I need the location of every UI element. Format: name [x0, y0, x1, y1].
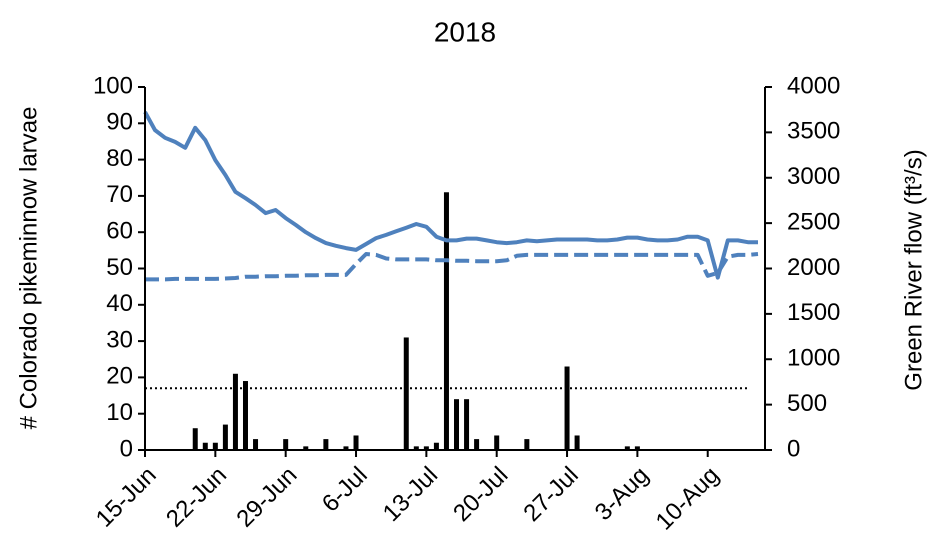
bar: [624, 446, 630, 450]
x-tick-label: 6-Jul: [317, 462, 373, 518]
bar: [474, 439, 480, 450]
bar: [413, 446, 419, 450]
bar: [232, 373, 238, 450]
y-tick-label: 50: [106, 254, 133, 281]
bar: [343, 446, 349, 450]
bar: [524, 439, 530, 450]
y2-tick-label: 1000: [787, 345, 840, 372]
x-tick-label: 27-Jul: [518, 462, 583, 527]
bar: [253, 439, 259, 450]
bar: [192, 428, 198, 450]
x-tick-label: 20-Jul: [448, 462, 513, 527]
y-tick-label: 40: [106, 290, 133, 317]
y2-tick-label: 2500: [787, 208, 840, 235]
y-tick-label: 30: [106, 326, 133, 353]
y-tick-label: 80: [106, 145, 133, 172]
y-tick-label: 60: [106, 218, 133, 245]
y2-tick-label: 2000: [787, 254, 840, 281]
bar: [464, 399, 470, 450]
bar: [574, 435, 580, 450]
y-tick-label: 70: [106, 181, 133, 208]
x-tick-label: 3-Aug: [590, 462, 654, 526]
bar: [423, 446, 429, 450]
y2-tick-label: 3000: [787, 163, 840, 190]
line: [145, 252, 759, 282]
y-tick-label: 100: [93, 72, 133, 99]
bar: [433, 442, 439, 450]
bar: [443, 192, 449, 450]
y-tick-label: 90: [106, 109, 133, 136]
y2-tick-label: 4000: [787, 72, 840, 99]
y2-tick-label: 0: [787, 435, 800, 462]
bar: [242, 381, 248, 450]
bar: [403, 337, 409, 450]
x-tick-label: 13-Jul: [378, 462, 443, 527]
bar: [634, 446, 640, 450]
bar: [494, 435, 500, 450]
y2-axis-label: Green River flow (ft³/s): [900, 149, 927, 390]
bar: [564, 366, 570, 450]
x-tick-label: 10-Aug: [651, 462, 725, 536]
bar: [454, 399, 460, 450]
bar: [353, 435, 359, 450]
y-tick-label: 20: [106, 363, 133, 390]
chart-title: 2018: [434, 16, 496, 47]
y2-tick-label: 1500: [787, 299, 840, 326]
x-tick-label: 15-Jun: [91, 462, 162, 533]
x-tick-label: 22-Jun: [161, 462, 232, 533]
bar: [283, 439, 289, 450]
bar: [202, 442, 208, 450]
x-tick-label: 29-Jun: [231, 462, 302, 533]
bar: [303, 446, 309, 450]
bar: [323, 439, 329, 450]
y2-tick-label: 500: [787, 390, 827, 417]
bar: [212, 442, 218, 450]
y-axis-label: # Colorado pikeminnow larvae: [15, 107, 42, 430]
bar: [222, 424, 228, 450]
y-tick-label: 10: [106, 399, 133, 426]
y2-tick-label: 3500: [787, 118, 840, 145]
line: [143, 111, 758, 280]
y-tick-label: 0: [120, 435, 133, 462]
